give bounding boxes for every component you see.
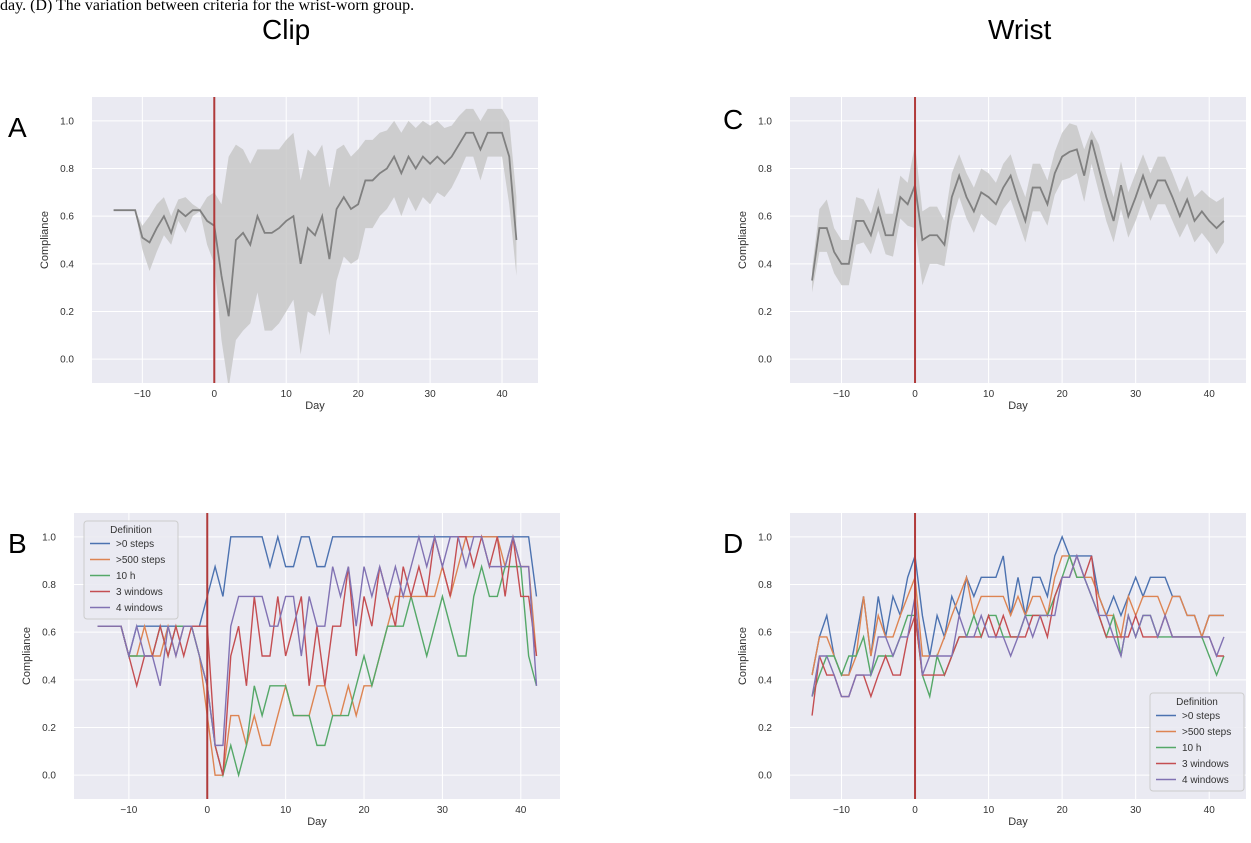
plot-content-a [113,97,518,383]
y-tick-label: 0.0 [42,771,56,782]
y-tick-label: 0.2 [60,307,74,318]
legend-entry: >500 steps [116,555,165,566]
mean-compliance-line [811,139,1225,281]
y-tick-label: 0.8 [60,164,74,175]
series-line-2 [811,555,1224,676]
y-tick-label: 0.6 [42,628,56,639]
y-tick-label: 0.2 [758,307,772,318]
y-tick-label: 0.0 [758,771,772,782]
x-axis-label: Day [305,400,325,412]
x-tick-label: −10 [134,389,151,400]
legend-entry: 10 h [1182,743,1201,754]
y-tick-label: 1.0 [60,116,74,127]
x-axis-label: Day [1008,400,1028,412]
series-line-1 [811,534,1224,676]
confidence-band [113,108,517,383]
x-tick-label: 30 [1130,389,1142,400]
plot-content-c [811,97,1225,383]
legend-entry: >0 steps [1182,711,1220,722]
figure-caption: day. (D) The variation between criteria … [0,0,415,14]
column-title-wrist: Wrist [988,14,1052,45]
legend-entry: >0 steps [116,539,154,550]
x-tick-label: 20 [358,805,370,816]
x-tick-label: 10 [280,805,292,816]
panel-letter-d: D [723,528,744,559]
y-tick-label: 0.2 [42,723,56,734]
chart-d: −10 0 10 20 30 40 0.0 0.2 0.4 0.6 0.8 1.0 Day Complia… [737,513,1246,828]
y-tick-label: 0.4 [60,259,74,270]
x-tick-label: 10 [983,805,995,816]
legend-title: Definition [1176,697,1218,708]
panel-letter-b: B [8,528,27,559]
y-tick-label: 0.6 [60,212,74,223]
plot-content-d [811,513,1225,799]
y-axis-label: Compliance [737,627,749,685]
chart-a: −10 0 10 20 30 40 0.0 0.2 0.4 0.6 0.8 1.0 Day Complia… [39,97,538,412]
x-tick-label: 40 [1204,389,1216,400]
legend-entry: 4 windows [116,603,163,614]
column-title-clip: Clip [262,14,311,45]
x-tick-label: 40 [1204,805,1216,816]
y-axis-label: Compliance [39,211,51,269]
y-tick-label: 0.4 [758,259,772,270]
x-tick-label: 10 [983,389,995,400]
series-line-5 [97,534,538,747]
x-tick-label: 0 [912,389,918,400]
legend-entry: 4 windows [1182,775,1229,786]
mean-compliance-line [113,131,518,317]
x-tick-label: 0 [912,805,918,816]
y-tick-label: 1.0 [42,532,56,543]
legend-entry: 10 h [116,571,135,582]
legend-title: Definition [110,525,152,536]
y-tick-label: 1.0 [758,532,772,543]
panel-letter-a: A [8,112,27,143]
plot-content-b [97,513,538,799]
x-tick-label: 40 [496,389,508,400]
x-tick-label: 40 [515,805,527,816]
legend-box [83,520,179,620]
x-axis-label: Day [1008,816,1028,828]
series-line-5 [811,553,1225,698]
x-tick-label: 20 [1057,805,1069,816]
x-tick-label: 10 [281,389,293,400]
x-tick-label: 20 [1057,389,1069,400]
legend-b: Definition >0 steps >500 steps 10 h 3 window… [83,520,179,620]
y-tick-label: 0.2 [758,723,772,734]
y-tick-label: 0.4 [758,675,772,686]
y-tick-label: 0.0 [60,355,74,366]
y-tick-label: 0.0 [758,355,772,366]
x-tick-label: 30 [1130,805,1142,816]
chart-c: −10 0 10 20 30 40 0.0 0.2 0.4 0.6 0.8 1.0 Day Complia… [737,97,1246,412]
y-tick-label: 0.8 [758,580,772,591]
y-axis-label: Compliance [737,211,749,269]
legend-entry: >500 steps [1182,727,1231,738]
x-tick-label: −10 [120,805,137,816]
x-tick-label: 0 [212,389,218,400]
y-tick-label: 0.6 [758,628,772,639]
y-tick-label: 1.0 [758,116,772,127]
y-tick-label: 0.6 [758,212,772,223]
x-tick-label: −10 [833,805,850,816]
legend-entry: 3 windows [116,587,163,598]
x-axis-label: Day [307,816,327,828]
legend-d: Definition >0 steps >500 steps 10 h 3 window… [1149,692,1245,792]
x-tick-label: 30 [437,805,449,816]
x-tick-label: 0 [204,805,210,816]
y-tick-label: 0.8 [758,164,772,175]
chart-b: −10 0 10 20 30 40 0.0 0.2 0.4 0.6 0.8 1.0 Day Complia… [21,513,560,828]
x-tick-label: −10 [833,389,850,400]
x-tick-label: 20 [353,389,365,400]
legend-entry: 3 windows [1182,759,1229,770]
legend-box [1149,692,1245,792]
y-tick-label: 0.4 [42,675,56,686]
y-tick-label: 0.8 [42,580,56,591]
y-axis-label: Compliance [21,627,33,685]
x-tick-label: 30 [425,389,437,400]
panel-letter-c: C [723,104,744,135]
